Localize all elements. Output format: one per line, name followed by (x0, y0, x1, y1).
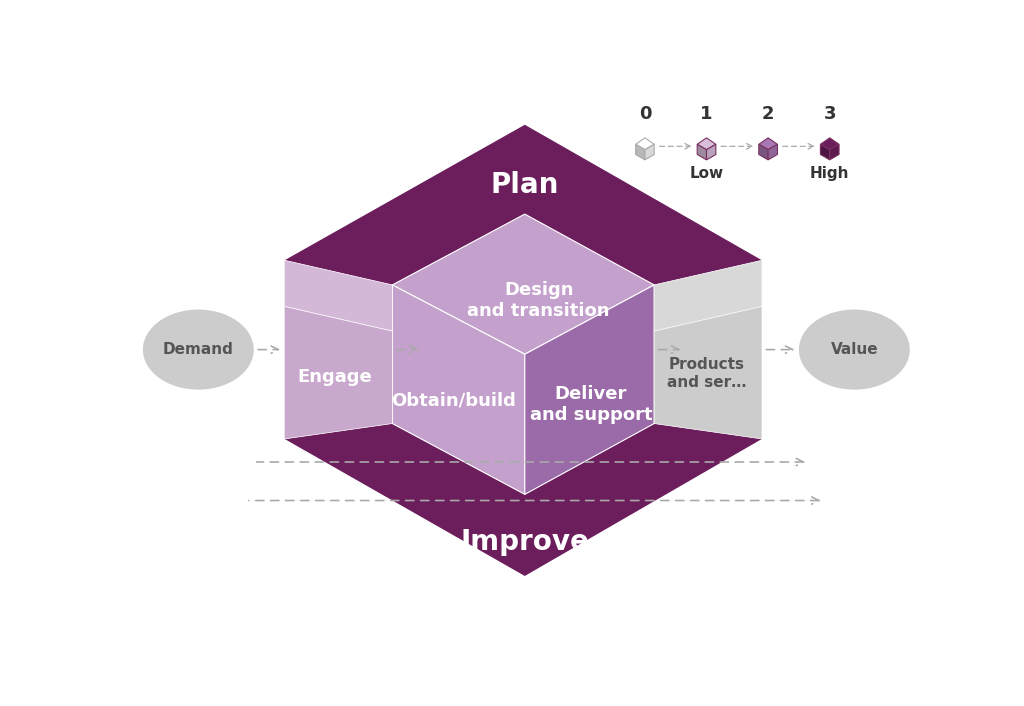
Polygon shape (285, 306, 392, 439)
Polygon shape (524, 285, 654, 494)
Polygon shape (697, 144, 707, 160)
Polygon shape (759, 138, 777, 150)
Polygon shape (285, 424, 762, 576)
Polygon shape (820, 138, 839, 150)
Polygon shape (820, 144, 829, 160)
Text: Engage: Engage (297, 369, 372, 386)
Polygon shape (654, 306, 762, 439)
Text: Design
and transition: Design and transition (467, 281, 610, 320)
Polygon shape (654, 261, 762, 439)
Polygon shape (285, 125, 762, 285)
Text: Low: Low (689, 166, 724, 181)
Text: Deliver
and support: Deliver and support (529, 385, 652, 424)
Polygon shape (768, 144, 777, 160)
Polygon shape (654, 261, 762, 331)
Text: 0: 0 (639, 105, 651, 123)
Ellipse shape (799, 309, 909, 390)
Text: Plan: Plan (490, 171, 559, 199)
Polygon shape (392, 214, 654, 354)
Polygon shape (707, 144, 716, 160)
Text: Value: Value (830, 342, 879, 357)
Text: Demand: Demand (163, 342, 233, 357)
Polygon shape (285, 261, 392, 331)
Text: Products
and ser…: Products and ser… (667, 357, 746, 390)
Text: 2: 2 (762, 105, 774, 123)
Text: Obtain/build: Obtain/build (391, 391, 516, 409)
Text: 1: 1 (700, 105, 713, 123)
Text: Improve: Improve (461, 528, 589, 556)
Polygon shape (636, 138, 654, 150)
Ellipse shape (143, 309, 254, 390)
Polygon shape (697, 138, 716, 150)
Polygon shape (829, 144, 839, 160)
Polygon shape (636, 144, 645, 160)
Polygon shape (759, 144, 768, 160)
Polygon shape (392, 285, 524, 494)
Polygon shape (285, 261, 392, 439)
Text: High: High (810, 166, 850, 181)
Text: 3: 3 (823, 105, 836, 123)
Polygon shape (645, 144, 654, 160)
